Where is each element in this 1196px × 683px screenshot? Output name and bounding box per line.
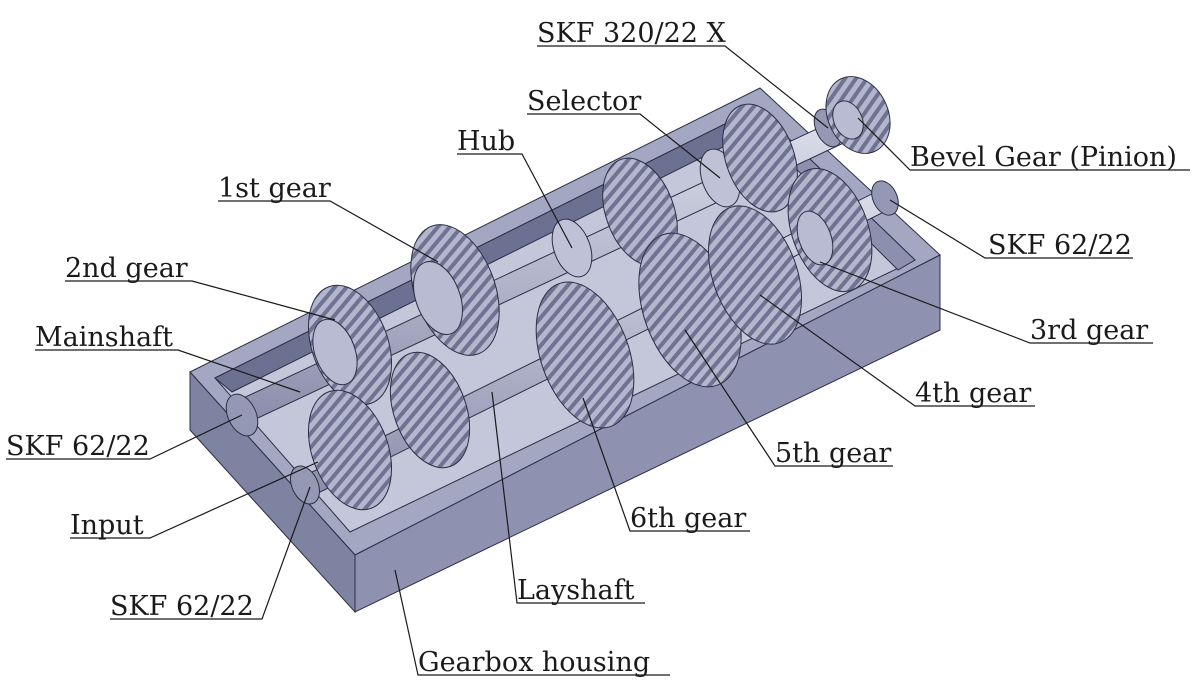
label-gearbox-housing: Gearbox housing (418, 647, 650, 678)
leader-hub (457, 153, 573, 249)
gear-1st-face (413, 261, 463, 335)
bevel-gear-face (832, 100, 864, 140)
leader-6th (582, 397, 750, 532)
label-skf-62-left: SKF 62/22 (6, 431, 150, 462)
gear-lower-2 (389, 351, 471, 469)
layshaft-bearing-right (871, 180, 899, 216)
leader-skf-right (889, 199, 1133, 259)
label-bevel-gear: Bevel Gear (Pinion) (910, 142, 1177, 173)
leader-5th (684, 329, 893, 467)
gear-4th (707, 205, 803, 345)
gear-2nd-face (312, 318, 358, 386)
label-3rd-gear: 3rd gear (1030, 315, 1148, 346)
gear-6th (535, 281, 635, 429)
leader-housing (394, 569, 670, 676)
leader-layshaft (491, 391, 645, 604)
gear-input (307, 389, 393, 511)
labels: SKF 320/22 X Selector Hub Bevel Gear (Pi… (6, 18, 1177, 678)
label-mainshaft: Mainshaft (35, 322, 173, 353)
label-selector: Selector (527, 86, 641, 117)
input-shaft-end (289, 465, 321, 505)
label-5th-gear: 5th gear (775, 438, 891, 469)
label-4th-gear: 4th gear (915, 378, 1031, 409)
label-1st-gear: 1st gear (218, 173, 331, 204)
leader-skf-left (6, 414, 243, 460)
leader-skf-320 (537, 45, 829, 129)
label-input: Input (70, 510, 144, 541)
leader-input (70, 461, 319, 539)
leader-4th (759, 294, 1035, 407)
label-layshaft: Layshaft (517, 575, 635, 606)
gear-upper-right (722, 103, 798, 213)
label-skf-62-right: SKF 62/22 (988, 230, 1132, 261)
leader-skf-bottom (110, 486, 311, 620)
leader-selector (527, 113, 721, 179)
gear-3rd (787, 167, 873, 293)
leader-lines (6, 45, 1190, 676)
leader-1st (218, 200, 439, 263)
leader-2nd (65, 280, 336, 321)
layshaft-assembly (289, 167, 899, 511)
label-hub: Hub (457, 126, 515, 157)
label-skf-320: SKF 320/22 X (537, 18, 727, 49)
mainshaft-assembly (225, 76, 891, 437)
label-skf-62-bottom: SKF 62/22 (110, 591, 254, 622)
leader-mainshaft (35, 349, 301, 393)
label-2nd-gear: 2nd gear (65, 253, 188, 284)
leader-3rd (819, 261, 1153, 344)
label-6th-gear: 6th gear (630, 503, 746, 534)
leader-bevel (857, 117, 1190, 171)
